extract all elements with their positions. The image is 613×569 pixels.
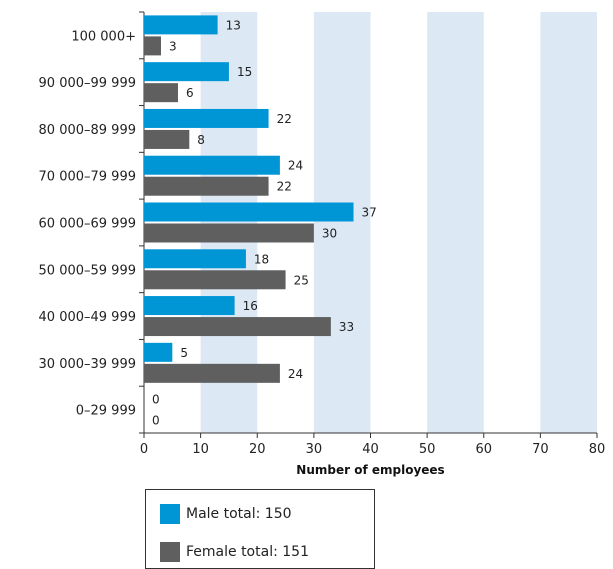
bar-male (144, 108, 269, 128)
y-tick-label: 50 000–59 999 (39, 263, 136, 278)
value-label-male: 22 (277, 112, 292, 126)
bar-female (144, 176, 269, 196)
x-tick-label-70: 70 (532, 442, 549, 457)
bar-male (144, 62, 229, 82)
grid-band-50-60 (427, 12, 484, 433)
x-tick-label-40: 40 (362, 442, 379, 457)
value-label-male: 0 (152, 393, 160, 407)
y-tick-label: 80 000–89 999 (39, 123, 136, 138)
value-label-female: 25 (294, 273, 309, 287)
y-tick-label: 70 000–79 999 (39, 170, 136, 185)
value-label-male: 37 (362, 206, 377, 220)
x-tick-label-10: 10 (192, 442, 209, 457)
y-tick-label: 60 000–69 999 (39, 217, 136, 232)
legend-label-female: Female total: 151 (186, 544, 309, 560)
legend: Male total: 150 Female total: 151 (145, 489, 375, 569)
bar-male (144, 342, 173, 362)
value-label-female: 6 (186, 86, 194, 100)
value-label-male: 13 (226, 18, 241, 32)
bar-female (144, 36, 161, 56)
x-tick-label-80: 80 (589, 442, 606, 457)
bar-female (144, 223, 314, 243)
grid-band-30-40 (313, 12, 371, 433)
bar-male (144, 155, 280, 175)
y-tick-label: 90 000–99 999 (39, 76, 136, 91)
value-label-male: 15 (237, 65, 252, 79)
bar-female (144, 270, 286, 290)
bar-female (144, 363, 280, 383)
legend-item-female: Female total: 151 (160, 542, 309, 562)
bar-female (144, 83, 178, 103)
grid-band-70-80 (540, 12, 597, 433)
value-label-male: 18 (254, 252, 269, 266)
value-label-female: 8 (197, 133, 205, 147)
value-label-female: 30 (322, 227, 337, 241)
x-axis-title: Number of employees (296, 463, 444, 477)
value-label-female: 33 (339, 320, 354, 334)
bar-female (144, 317, 331, 337)
bar-male (144, 249, 246, 269)
grid-band-10-20 (200, 12, 258, 433)
legend-swatch-female (160, 542, 180, 562)
bar-male (144, 296, 235, 316)
value-label-female: 0 (152, 414, 160, 428)
x-tick-label-20: 20 (249, 442, 266, 457)
x-tick-label-30: 30 (306, 442, 323, 457)
y-tick-label: 0–29 999 (76, 404, 136, 419)
value-label-female: 22 (277, 180, 292, 194)
legend-item-male: Male total: 150 (160, 504, 292, 524)
x-tick-label-50: 50 (419, 442, 436, 457)
x-tick-label-0: 0 (140, 442, 148, 457)
value-label-female: 24 (288, 367, 303, 381)
legend-label-male: Male total: 150 (186, 506, 292, 522)
y-tick-label: 30 000–39 999 (39, 357, 136, 372)
y-tick-label: 40 000–49 999 (39, 310, 136, 325)
bar-male (144, 202, 354, 222)
value-label-female: 3 (169, 39, 177, 53)
x-tick-label-60: 60 (475, 442, 492, 457)
value-label-male: 5 (180, 346, 188, 360)
bar-female (144, 129, 190, 149)
legend-swatch-male (160, 504, 180, 524)
y-tick-label: 100 000+ (71, 29, 136, 44)
bar-male (144, 15, 218, 35)
value-label-male: 16 (243, 299, 258, 313)
value-label-male: 24 (288, 159, 303, 173)
